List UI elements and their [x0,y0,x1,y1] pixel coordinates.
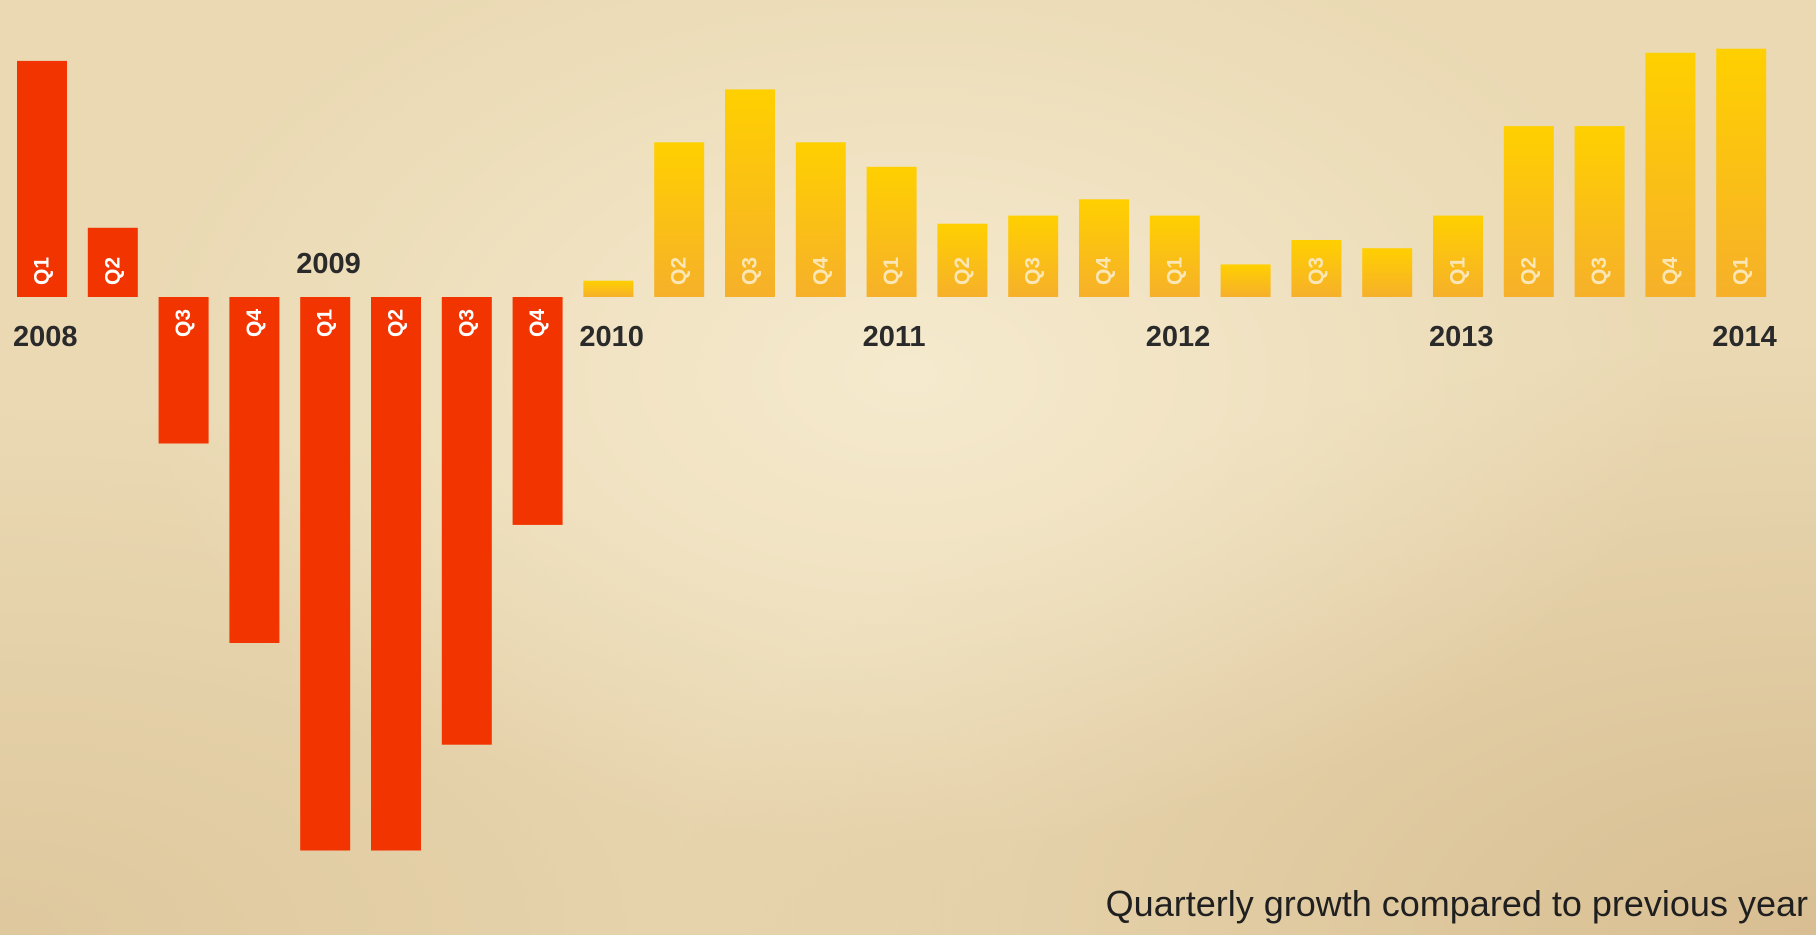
bar-2012-q4 [1362,248,1413,297]
quarter-label: Q4 [1093,257,1116,285]
bars-layer [17,48,1767,851]
bar-2011-q2 [937,223,988,297]
year-label-2008: 2008 [13,321,78,353]
quarter-label: Q3 [1305,257,1328,285]
year-label-2011: 2011 [863,321,926,353]
bar-2008-q1 [17,60,67,298]
bar-2010-q1 [583,280,634,297]
quarter-label: Q1 [1447,257,1470,285]
quarter-label: Q1 [314,309,337,337]
bar-2009-q3 [441,297,492,745]
quarter-label: Q2 [385,309,408,337]
bar-2013-q3 [1574,126,1625,297]
quarter-label: Q2 [951,257,974,285]
bar-2009-q1 [300,297,351,851]
quarter-label: Q4 [526,309,549,337]
bar-2013-q1 [1433,215,1483,297]
quarter-label: Q1 [880,257,903,285]
year-label-2013: 2013 [1429,321,1494,353]
quarter-label: Q2 [668,257,691,285]
year-label-2012: 2012 [1146,321,1211,353]
bar-2014-q1 [1716,48,1767,298]
year-label-2014: 2014 [1712,321,1777,353]
quarter-label: Q1 [1730,257,1753,285]
labels-layer: Q1 Q2 Q3 Q4 Q1 Q2 Q3 Q4 Q2 Q3 Q4 Q1 Q2 Q3 Q4 Q1 Q3 Q1 Q2 Q3… [13,248,1777,353]
chart-caption: Quarterly growth compared to previous ye… [1106,883,1808,924]
quarter-label: Q1 [1163,257,1186,285]
bar-2013-q4 [1645,52,1696,297]
quarter-label: Q4 [243,309,266,337]
quarter-label: Q1 [31,257,54,285]
quarter-label: Q2 [1517,257,1540,285]
bar-2012-q1 [1149,215,1200,297]
bar-2008-q2 [87,227,138,297]
bar-2008-q3 [158,297,209,444]
bar-2013-q2 [1503,126,1554,297]
bar-2012-q3 [1291,240,1342,297]
quarter-label: Q3 [1588,257,1611,285]
quarter-label: Q3 [455,309,478,337]
quarter-label: Q3 [172,309,195,337]
bar-2011-q3 [1008,215,1059,297]
bar-2010-q3 [725,89,775,298]
bar-2008-q4 [229,297,280,643]
bar-2011-q4 [1079,199,1129,297]
quarter-label: Q3 [1022,257,1045,285]
bar-2011-q1 [866,166,917,297]
bar-2010-q4 [795,142,846,297]
bar-2009-q2 [371,297,421,851]
year-label-2009: 2009 [296,248,361,280]
quarter-label: Q2 [101,257,124,285]
year-label-2010: 2010 [579,321,644,353]
quarter-label: Q4 [809,257,832,285]
quarter-label: Q3 [739,257,762,285]
bar-2012-q2 [1220,264,1271,297]
bar-2009-q4 [512,297,563,525]
bar-2010-q2 [654,142,705,297]
quarter-label: Q4 [1659,257,1682,285]
